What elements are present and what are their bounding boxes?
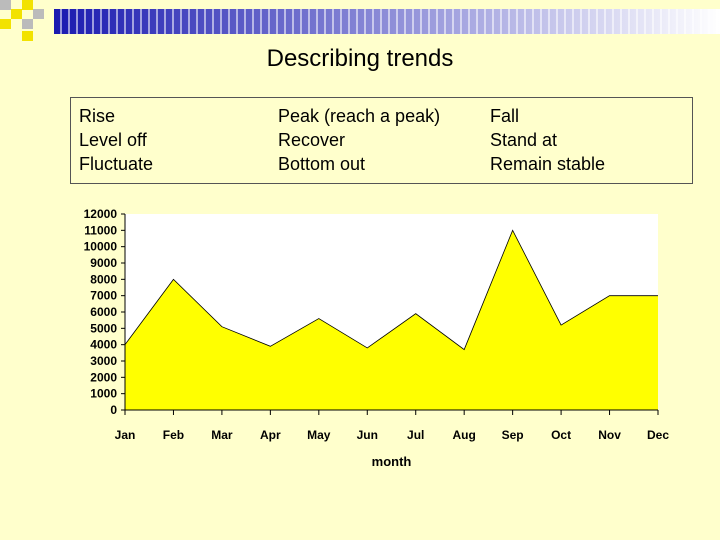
x-tick-label: Jan (115, 428, 136, 442)
term-cell: Stand at (490, 130, 558, 150)
slide-title: Describing trends (266, 45, 454, 72)
term-cell: Level off (79, 130, 147, 150)
y-tick-label: 11000 (84, 223, 117, 237)
y-tick-label: 1000 (90, 387, 117, 401)
term-cell: Fluctuate (79, 154, 154, 174)
x-tick-label: Jul (407, 428, 424, 442)
area-series (125, 230, 658, 410)
term-cell: Remain stable (490, 154, 606, 174)
y-tick-label: 4000 (90, 338, 117, 352)
area-chart: 0 1000 2000 3000 4000 5000 6000 7000 8000 9000 100… (84, 207, 670, 469)
y-tick-label: 5000 (90, 321, 117, 335)
x-tick-label: Sep (502, 428, 524, 442)
x-axis-label: month (372, 454, 412, 469)
series-outline (124, 229, 658, 351)
y-tick-label: 9000 (90, 256, 117, 270)
x-tick-label: Oct (551, 428, 571, 442)
y-tick-label: 7000 (90, 289, 117, 303)
y-tick-label: 3000 (90, 354, 117, 368)
corner-decoration (0, 0, 60, 50)
term-cell: Rise (79, 106, 116, 126)
y-tick-label: 10000 (84, 240, 118, 254)
x-tick-label: Mar (211, 428, 233, 442)
x-tick-label: Feb (163, 428, 184, 442)
y-tick-label: 12000 (84, 207, 118, 221)
trend-vocabulary-box: Rise Peak (reach a peak) Fall Level off … (70, 97, 693, 184)
term-cell: Recover (278, 130, 346, 150)
term-cell: Bottom out (278, 154, 366, 174)
y-tick-label: 0 (110, 403, 117, 417)
x-tick-label: Apr (260, 428, 281, 442)
x-tick-label: Nov (598, 428, 621, 442)
y-tick-label: 2000 (90, 370, 117, 384)
term-cell: Peak (reach a peak) (278, 106, 441, 126)
x-tick-label: Jun (357, 428, 378, 442)
y-tick-label: 8000 (90, 272, 117, 286)
x-tick-label: Aug (453, 428, 476, 442)
x-tick-label: Dec (647, 428, 669, 442)
title-gradient-bar (54, 9, 720, 34)
x-tick-label: May (307, 428, 331, 442)
y-tick-label: 6000 (90, 305, 117, 319)
term-cell: Fall (490, 106, 520, 126)
